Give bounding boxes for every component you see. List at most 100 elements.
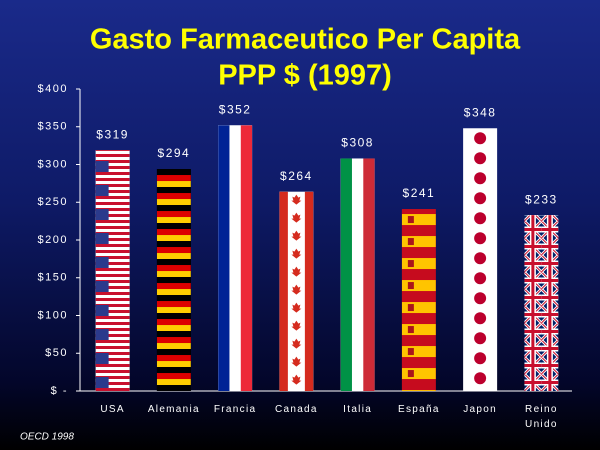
flag-detail	[95, 172, 130, 175]
flag-detail	[474, 252, 487, 265]
flag-detail	[304, 191, 314, 391]
flag-detail	[474, 272, 487, 285]
flag-detail	[541, 228, 559, 231]
flag-detail	[474, 332, 487, 345]
flag-detail	[524, 245, 542, 248]
flag-pattern	[474, 132, 487, 385]
value-label: $308	[341, 136, 374, 150]
flag-detail	[156, 361, 191, 368]
flag-detail	[407, 216, 414, 224]
flag-detail	[291, 266, 302, 277]
flag-detail	[524, 347, 542, 350]
flag-detail	[531, 215, 535, 221]
flag-detail	[95, 280, 130, 283]
flag-detail	[474, 312, 487, 325]
flag-detail	[340, 158, 352, 391]
flag-detail	[95, 352, 130, 355]
flag-detail	[95, 166, 130, 169]
flag-detail	[95, 370, 130, 373]
flag-detail	[407, 260, 414, 268]
flag-detail	[95, 376, 130, 379]
flag-detail	[291, 338, 302, 349]
x-tick-label: Italia	[343, 404, 373, 415]
flag-detail	[156, 199, 191, 206]
flag-detail	[96, 142, 130, 145]
flag-pattern	[156, 169, 191, 391]
x-tick-label: Japon	[463, 404, 497, 415]
y-tick-label: $400	[38, 83, 68, 95]
value-label: $319	[96, 127, 129, 141]
flag-detail	[524, 330, 542, 333]
flag-detail	[95, 250, 130, 253]
flag-detail	[407, 304, 414, 312]
y-tick-label: $350	[38, 121, 68, 133]
flag-detail	[474, 152, 487, 165]
flag-detail	[95, 274, 130, 277]
flag-detail	[401, 302, 436, 314]
flag-detail	[156, 343, 191, 350]
flag-detail	[240, 125, 253, 392]
flag-detail	[407, 348, 414, 356]
flag-detail	[541, 296, 559, 299]
flag-detail	[474, 172, 487, 185]
flag-detail	[407, 282, 414, 290]
flag-detail	[401, 368, 436, 380]
y-tick-label: $300	[38, 158, 68, 170]
flag-detail	[474, 292, 487, 305]
flag-detail	[156, 331, 191, 338]
value-label: $348	[464, 105, 497, 119]
flag-detail	[156, 187, 191, 194]
flag-detail	[408, 392, 414, 399]
flag-detail	[156, 223, 191, 230]
flag-detail	[95, 196, 130, 199]
flag-pattern	[95, 142, 130, 391]
flag-detail	[95, 154, 130, 157]
flag-detail	[541, 245, 559, 248]
flag-detail	[156, 271, 191, 278]
flag-detail	[156, 373, 191, 380]
flag-detail	[156, 289, 191, 296]
flag-detail	[401, 324, 436, 336]
flag-detail	[291, 194, 302, 205]
flag-pattern	[340, 158, 375, 391]
flag-detail	[156, 349, 191, 356]
flag-detail	[291, 302, 302, 313]
chart-subtitle: PPP $ (1997)	[218, 60, 392, 92]
flag-detail	[95, 161, 109, 172]
flag-detail	[524, 211, 541, 214]
flag-detail	[95, 286, 130, 289]
flag-detail	[363, 158, 375, 391]
flag-detail	[95, 262, 130, 265]
flag-detail	[156, 169, 191, 176]
flag-detail	[95, 340, 130, 343]
flag-detail	[95, 233, 109, 244]
flag-detail	[95, 257, 109, 268]
value-label: $352	[219, 102, 252, 116]
source-note: OECD 1998	[20, 432, 74, 443]
flag-detail	[95, 202, 130, 205]
flag-detail	[95, 329, 109, 340]
flag-detail	[407, 238, 414, 246]
x-tick-label: Reino Unido	[525, 404, 558, 430]
flag-detail	[95, 208, 130, 211]
flag-detail	[95, 328, 130, 331]
flag-detail	[156, 283, 191, 290]
flag-detail	[95, 214, 130, 217]
flag-detail	[156, 319, 191, 326]
flag-detail	[291, 284, 302, 295]
flag-detail	[95, 268, 130, 271]
flag-detail	[541, 215, 559, 216]
flag-detail	[524, 279, 542, 282]
flag-detail	[95, 322, 130, 325]
flag-detail	[156, 217, 191, 224]
flag-detail	[95, 226, 130, 229]
flag-detail	[156, 307, 191, 314]
value-label: $294	[158, 146, 191, 160]
flag-detail	[95, 316, 130, 319]
flag-detail	[95, 150, 130, 151]
flag-detail	[95, 209, 109, 220]
flag-detail	[524, 313, 542, 316]
flag-detail	[524, 228, 542, 231]
flag-detail	[95, 353, 109, 364]
